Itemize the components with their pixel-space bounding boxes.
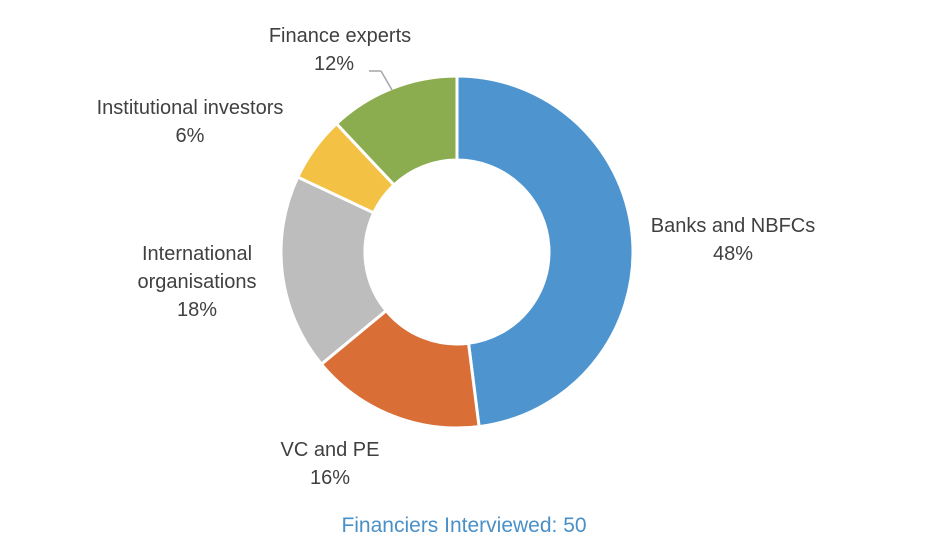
value-label: 18%: [176, 299, 218, 321]
value-label: 16%: [309, 467, 351, 489]
donut-slice-vc-pe: [319, 308, 481, 430]
leader-line-finance-experts-tail: [380, 70, 393, 91]
category-label-line-1: International: [141, 243, 253, 265]
category-label: VC and PE: [280, 439, 380, 461]
value-label: 12%: [313, 53, 355, 75]
donut-slice-international-organisations: [279, 175, 389, 367]
data-label-finance-experts: Finance experts 12%: [240, 22, 440, 78]
data-label-vc-pe: VC and PE 16%: [240, 436, 420, 492]
category-label-line-2: organisations: [137, 271, 257, 293]
chart-caption: Financiers Interviewed: 50: [341, 514, 587, 537]
category-label: Institutional investors: [96, 97, 284, 119]
data-label-international-organisations: International organisations 18%: [112, 240, 282, 324]
donut-slice-finance-experts: [334, 74, 459, 188]
donut-slice-banks-nbfcs: [455, 74, 635, 429]
category-label: Finance experts: [268, 25, 412, 47]
category-label: Banks and NBFCs: [650, 215, 816, 237]
value-label: 48%: [712, 243, 754, 265]
data-label-banks-nbfcs: Banks and NBFCs 48%: [638, 212, 828, 268]
data-label-institutional-investors: Institutional investors 6%: [60, 94, 320, 150]
value-label: 6%: [175, 125, 205, 147]
